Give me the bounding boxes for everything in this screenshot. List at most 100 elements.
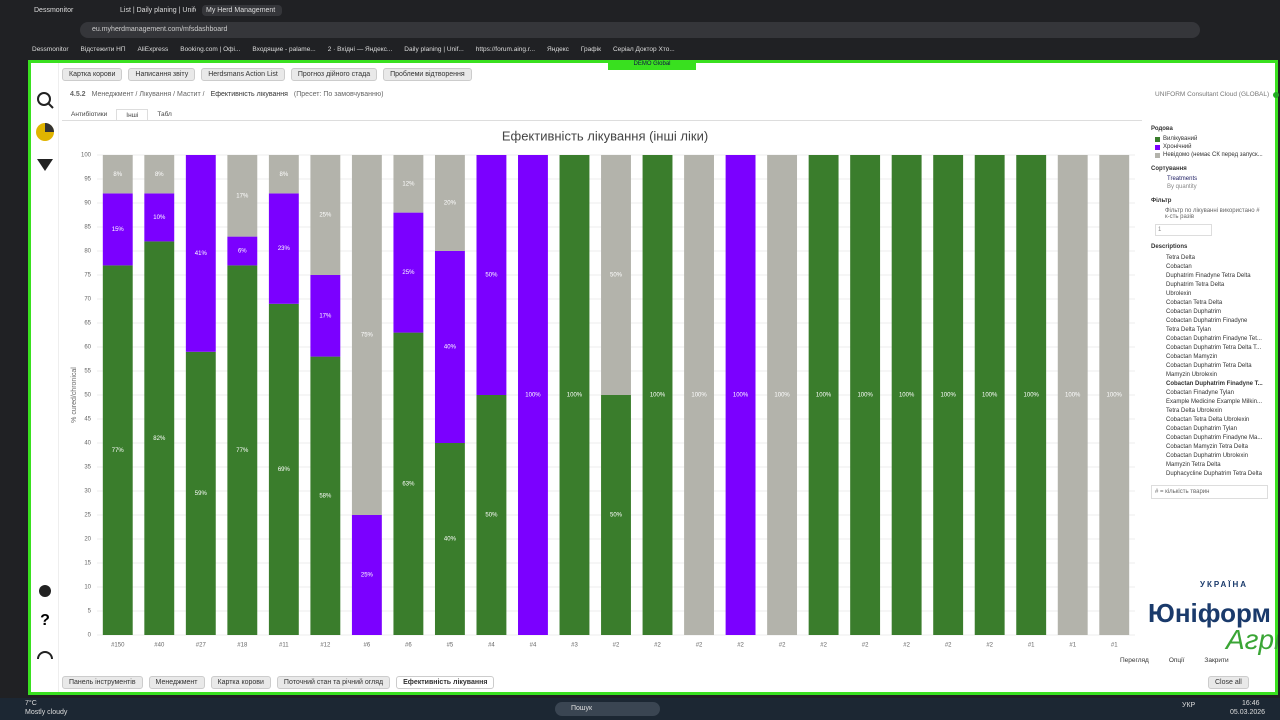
data-label: 8%: [155, 172, 164, 178]
legend-item[interactable]: Вилікуваний: [1155, 136, 1264, 142]
description-item[interactable]: Ubrolexin: [1166, 291, 1192, 297]
description-item[interactable]: Cobactan Duphatrim Finadyne T...: [1166, 381, 1263, 387]
data-label: 50%: [485, 513, 498, 519]
bar-segment: [102, 193, 133, 266]
count-label: # = кількість тварин: [1151, 485, 1268, 499]
bookmark[interactable]: https://forum.aing.r...: [475, 45, 536, 53]
description-item[interactable]: Example Medicine Example Milkin...: [1166, 399, 1263, 405]
description-item[interactable]: Cobactan Duphatrim Tetra Delta T...: [1166, 345, 1262, 351]
legend-item[interactable]: Невідомо (немає СК перед запуск...: [1155, 152, 1264, 158]
y-axis-label: % cured/chronical: [71, 367, 78, 423]
x-tick-label: #2: [903, 643, 910, 649]
toolbar-button[interactable]: Написання звіту: [128, 67, 196, 81]
data-label: 12%: [402, 181, 415, 187]
bar-segment: [185, 351, 216, 635]
view-tab[interactable]: Інші: [116, 109, 149, 120]
filter-option[interactable]: Фільтр по лікуванні використано # к-сть …: [1165, 208, 1260, 220]
data-label: 8%: [280, 172, 289, 178]
sort-option[interactable]: By quantity: [1167, 184, 1197, 190]
description-item[interactable]: Mamyzin Ubrolexin: [1166, 372, 1218, 378]
description-item[interactable]: Tetra Delta Ubrolexin: [1166, 408, 1223, 414]
footer-button[interactable]: Перегляд: [1120, 657, 1149, 664]
search[interactable]: Пошук: [555, 702, 660, 716]
description-item[interactable]: Cobactan Mamyzin: [1166, 354, 1218, 360]
data-label: 41%: [195, 251, 208, 257]
data-label: 75%: [361, 333, 374, 339]
description-item[interactable]: Cobactan Duphatrim Finadyne Tet...: [1166, 336, 1262, 342]
description-item[interactable]: Cobactan Tetra Delta Ubrolexin: [1166, 417, 1250, 423]
toolbar-button[interactable]: Herdsmans Action List: [201, 67, 285, 81]
date: 05.03.2026: [1230, 709, 1266, 716]
description-item[interactable]: Cobactan Duphatrim: [1166, 309, 1222, 315]
bottom-tab[interactable]: Менеджмент: [148, 675, 205, 689]
description-item[interactable]: Tetra Delta Tylan: [1166, 327, 1211, 333]
browser-tab[interactable]: List | Daily planing | Unifo: [120, 6, 196, 14]
data-label: 40%: [444, 537, 457, 543]
description-item[interactable]: Cobactan Duphatrim Tylan: [1166, 426, 1237, 432]
view-tab[interactable]: Антибіотики: [71, 111, 108, 118]
y-tick-label: 45: [84, 417, 91, 423]
bar-segment: [601, 155, 631, 395]
legend-item[interactable]: Хронічний: [1155, 144, 1264, 150]
bottom-tab[interactable]: Поточний стан та річний огляд: [276, 675, 391, 689]
bookmark[interactable]: AliExpress: [137, 45, 169, 53]
data-label: 100%: [733, 393, 749, 399]
x-tick-label: #2: [737, 643, 744, 649]
description-item[interactable]: Duphacycline Duphatrim Tetra Delta: [1166, 471, 1262, 477]
account-name: UNIFORM Consultant Cloud (GLOBAL): [1155, 91, 1270, 98]
bar-segment: [684, 155, 714, 635]
bottom-tab[interactable]: Панель інструментів: [62, 675, 143, 689]
data-label: 82%: [153, 436, 166, 442]
description-item[interactable]: Cobactan Duphatrim Finadyne Ma...: [1166, 435, 1263, 441]
filter-value[interactable]: 1: [1155, 224, 1212, 236]
x-tick-label: #27: [196, 643, 207, 649]
bookmark[interactable]: Dessmonitor: [32, 45, 69, 53]
description-item[interactable]: Cobactan Duphatrim Ubrolexin: [1166, 453, 1249, 459]
bar-segment: [642, 155, 673, 635]
browser-tab[interactable]: My Herd Management: [202, 4, 282, 16]
bottom-tab[interactable]: Картка корови: [210, 675, 271, 689]
legend-swatch: [1155, 136, 1160, 142]
bookmark[interactable]: Booking.com | Офі...: [180, 45, 241, 53]
footer-button[interactable]: Закрити: [1204, 657, 1229, 664]
bar-segment: [974, 155, 1005, 635]
description-item[interactable]: Cobactan Finadyne Tylan: [1166, 390, 1234, 396]
toolbar-button[interactable]: Проблеми відтворення: [383, 67, 472, 81]
footer-button[interactable]: Опції: [1168, 657, 1185, 664]
sort-option[interactable]: Treatments: [1167, 176, 1198, 182]
logo-name: Юніформ: [1148, 598, 1271, 628]
toolbar-button[interactable]: Прогноз дійного стада: [290, 67, 378, 81]
address-bar[interactable]: eu.myherdmanagement.com/mfsdashboard: [80, 22, 1200, 38]
bookmark[interactable]: Daily planing | Unif...: [404, 45, 464, 53]
bookmark[interactable]: Яндекс: [547, 45, 569, 53]
description-item[interactable]: Cobactan Duphatrim Finadyne: [1166, 318, 1248, 324]
description-item[interactable]: Cobactan Duphatrim Tetra Delta: [1166, 363, 1252, 369]
svg-text:?: ?: [40, 612, 50, 629]
bookmark[interactable]: Відстежити НП: [80, 45, 126, 53]
x-tick-label: #6: [405, 643, 412, 649]
x-tick-label: #5: [447, 643, 454, 649]
demo-badge: DEMO Global: [608, 60, 696, 70]
y-tick-label: 85: [84, 225, 91, 231]
description-item[interactable]: Cobactan Mamyzin Tetra Delta: [1166, 444, 1248, 450]
legend-title: Родова: [1151, 126, 1173, 132]
close-all[interactable]: Close all: [1208, 676, 1249, 689]
bookmark[interactable]: Входящие - palame...: [252, 45, 316, 53]
view-tab[interactable]: Табл: [157, 111, 172, 118]
description-item[interactable]: Mamyzin Tetra Delta: [1166, 462, 1221, 468]
description-item[interactable]: Duphatrim Finadyne Tetra Delta: [1166, 273, 1251, 279]
status-dot: [1273, 91, 1280, 98]
description-item[interactable]: Cobactan Tetra Delta: [1166, 300, 1223, 306]
toolbar-button[interactable]: Картка корови: [62, 67, 123, 81]
description-item[interactable]: Cobactan: [1166, 264, 1192, 270]
bottom-tab[interactable]: Ефективність лікування: [396, 675, 495, 689]
description-item[interactable]: Duphatrim Tetra Delta: [1166, 282, 1225, 288]
x-tick-label: #3: [571, 643, 578, 649]
y-tick-label: 0: [88, 633, 92, 639]
data-label: 40%: [444, 345, 457, 351]
description-item[interactable]: Tetra Delta: [1166, 255, 1196, 261]
bookmark[interactable]: Графік: [580, 45, 601, 53]
bookmark[interactable]: 2 · Вхідні — Яндекс...: [327, 45, 393, 53]
browser-tab[interactable]: Dessmonitor: [34, 6, 74, 14]
bookmark[interactable]: Серіал Доктор Хто...: [612, 45, 675, 53]
